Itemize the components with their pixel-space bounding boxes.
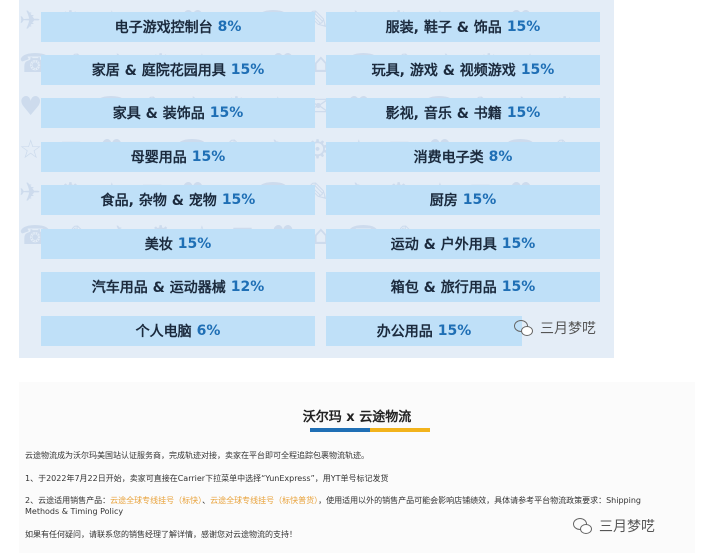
- category-cell: 家居 & 庭院花园用具 15%: [41, 55, 315, 85]
- category-cell: 食品, 杂物 & 宠物 15%: [41, 185, 315, 215]
- category-name: 厨房: [429, 193, 458, 209]
- category-name: 影视, 音乐 & 书籍: [385, 106, 502, 122]
- category-cell: 个人电脑 6%: [41, 316, 315, 346]
- category-rate: 8%: [488, 149, 513, 165]
- wechat-icon: [573, 518, 593, 534]
- background-pattern: ✈⚙☆✉♥⌂☎✎✈⚙☆✉♥⌂☎✎✈⚙☆✉♥⌂☎✎✈⚙☆✉♥⌂☎✎✈⚙☆✉♥⌂☎✎…: [19, 0, 614, 358]
- title-underline-blue: [310, 428, 370, 432]
- category-name: 汽车用品 & 运动器械: [91, 280, 226, 296]
- doc-title: 沃尔玛 x 云途物流: [302, 410, 412, 425]
- doc-highlight: 云途全球专线挂号（标快）: [110, 496, 203, 505]
- category-cell: 消费电子类 8%: [326, 142, 600, 172]
- doc-paragraph: 如果有任何疑问，请联系您的销售经理了解详情，感谢您对云途物流的支持！: [25, 530, 297, 539]
- category-name: 服装, 鞋子 & 饰品: [385, 20, 502, 36]
- watermark: 三月梦呓: [573, 516, 655, 536]
- category-name: 运动 & 户外用具: [390, 237, 497, 253]
- category-name: 美妆: [144, 237, 173, 253]
- category-rate: 15%: [221, 192, 256, 208]
- category-rate: 8%: [217, 19, 242, 35]
- category-rate: 6%: [196, 323, 221, 339]
- doc-text: 、: [202, 496, 211, 505]
- category-rate: 15%: [462, 192, 497, 208]
- category-name: 玩具, 游戏 & 视频游戏: [371, 63, 516, 79]
- category-rate: 15%: [209, 105, 244, 121]
- category-rate: 15%: [177, 236, 212, 252]
- category-cell: 电子游戏控制台 8%: [41, 12, 315, 42]
- wechat-icon: [514, 320, 534, 336]
- category-name: 母婴用品: [130, 150, 187, 166]
- category-name: 箱包 & 旅行用品: [390, 280, 497, 296]
- category-rate: 15%: [520, 62, 555, 78]
- category-rate: 15%: [230, 62, 265, 78]
- category-cell: 家具 & 装饰品 15%: [41, 98, 315, 128]
- category-cell: 玩具, 游戏 & 视频游戏 15%: [326, 55, 600, 85]
- doc-paragraph: 1、于2022年7月22日开始，卖家可直接在Carrier下拉菜单中选择“Yun…: [25, 474, 389, 483]
- watermark-text: 三月梦呓: [540, 321, 596, 337]
- category-rate: 15%: [191, 149, 226, 165]
- doc-paragraph: 云途物流成为沃尔玛美国站认证服务商，完成轨迹对接，卖家在平台即可全程追踪包裹物流…: [25, 451, 369, 460]
- category-name: 家居 & 庭院花园用具: [91, 63, 226, 79]
- category-name: 家具 & 装饰品: [112, 106, 205, 122]
- category-commission-panel: ✈⚙☆✉♥⌂☎✎✈⚙☆✉♥⌂☎✎✈⚙☆✉♥⌂☎✎✈⚙☆✉♥⌂☎✎✈⚙☆✉♥⌂☎✎…: [19, 0, 614, 358]
- category-cell: 母婴用品 15%: [41, 142, 315, 172]
- doc-text: 2、云途适用销售产品：: [25, 496, 111, 505]
- category-cell: 影视, 音乐 & 书籍 15%: [326, 98, 600, 128]
- category-rate: 15%: [501, 236, 536, 252]
- category-cell: 办公用品 15%: [326, 316, 522, 346]
- doc-highlight: 云途全球专线挂号（标快普货）: [210, 496, 319, 505]
- watermark-text: 三月梦呓: [599, 519, 655, 535]
- category-rate: 15%: [506, 105, 541, 121]
- category-name: 食品, 杂物 & 宠物: [100, 193, 217, 209]
- watermark: 三月梦呓: [514, 318, 596, 338]
- category-name: 消费电子类: [413, 150, 484, 166]
- category-rate: 12%: [230, 279, 265, 295]
- category-cell: 箱包 & 旅行用品 15%: [326, 272, 600, 302]
- title-underline-yellow: [370, 428, 430, 432]
- category-cell: 运动 & 户外用具 15%: [326, 229, 600, 259]
- category-rate: 15%: [506, 19, 541, 35]
- category-cell: 美妆 15%: [41, 229, 315, 259]
- category-cell: 厨房 15%: [326, 185, 600, 215]
- category-rate: 15%: [501, 279, 536, 295]
- category-rate: 15%: [437, 323, 472, 339]
- category-cell: 汽车用品 & 运动器械 12%: [41, 272, 315, 302]
- category-cell: 服装, 鞋子 & 饰品 15%: [326, 12, 600, 42]
- doc-paragraph: 2、云途适用销售产品：云途全球专线挂号（标快）、云途全球专线挂号（标快普货），使…: [25, 495, 641, 506]
- doc-text: ，使用适用以外的销售产品可能会影响店铺绩效，具体请参考平台物流政策要求：Ship…: [318, 496, 641, 505]
- category-name: 电子游戏控制台: [114, 20, 213, 36]
- category-name: 办公用品: [376, 324, 433, 340]
- announcement-document: 沃尔玛 x 云途物流 云途物流成为沃尔玛美国站认证服务商，完成轨迹对接，卖家在平…: [19, 382, 695, 553]
- doc-paragraph: Methods & Timing Policy: [25, 507, 124, 516]
- category-name: 个人电脑: [135, 324, 192, 340]
